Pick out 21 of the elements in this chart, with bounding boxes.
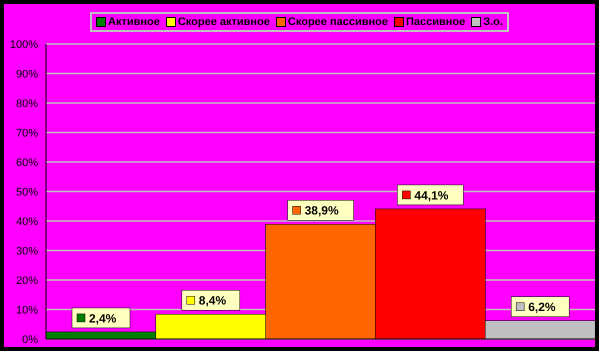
data-label: 2,4% — [89, 311, 117, 326]
y-tick-label: 10% — [16, 304, 38, 316]
y-tick-label: 20% — [16, 274, 38, 287]
y-tick-label: 30% — [16, 245, 38, 258]
y-tick-label: 0% — [22, 334, 38, 346]
legend-label: Пассивное — [404, 16, 466, 28]
data-label: 6,2% — [528, 300, 556, 314]
legend-label: Активное — [107, 16, 160, 28]
legend-label: З.о. — [482, 16, 503, 28]
data-label: 38,9% — [304, 204, 339, 218]
y-tick-label: 70% — [16, 127, 38, 140]
y-tick-label: 80% — [16, 98, 38, 110]
legend-label: Скорее активное — [176, 16, 270, 28]
y-tick-label: 40% — [16, 216, 38, 228]
y-tick-label: 90% — [16, 68, 38, 80]
data-label: 8,4% — [198, 294, 226, 308]
data-label: 44,1% — [414, 188, 449, 202]
y-tick-label: 50% — [16, 186, 38, 198]
legend-label: Скорее пассивное — [286, 16, 388, 28]
y-tick-label: 100% — [10, 38, 38, 51]
y-tick-label: 60% — [16, 156, 38, 169]
